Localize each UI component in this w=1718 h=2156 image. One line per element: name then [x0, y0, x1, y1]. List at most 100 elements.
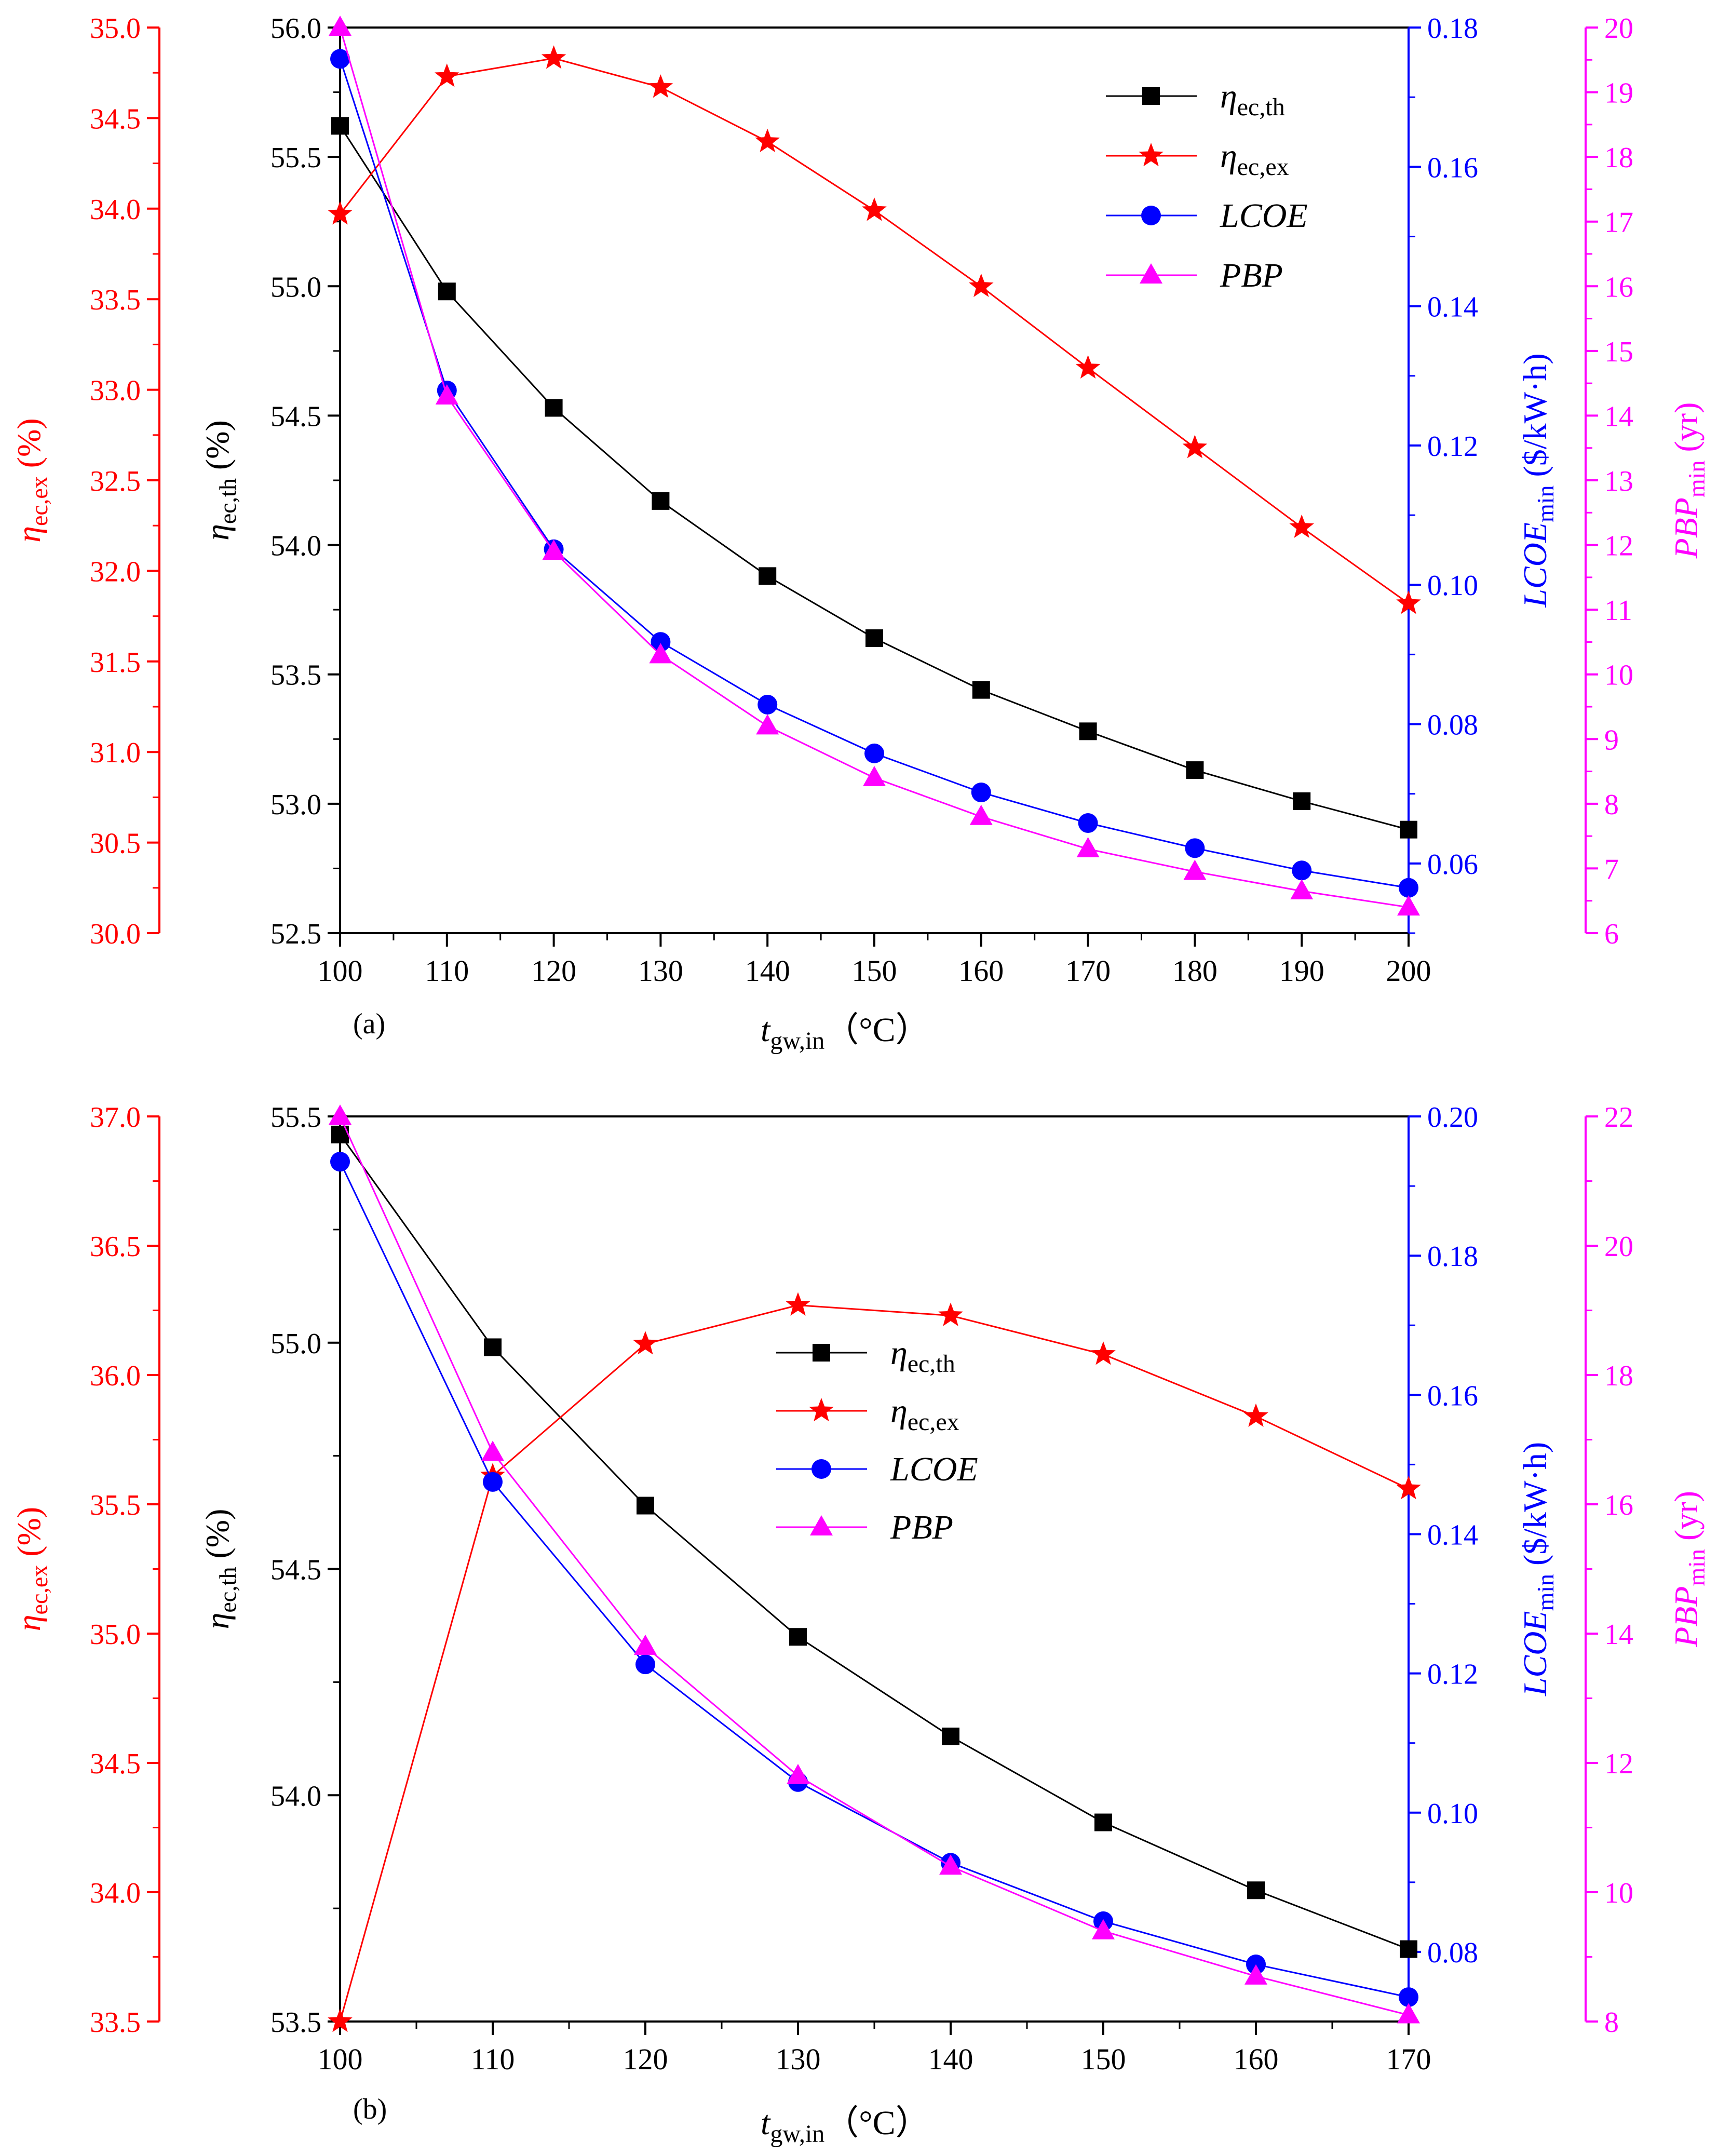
data-point-triangle [1397, 895, 1420, 916]
pbp-tick-label: 11 [1604, 595, 1632, 627]
pbp-tick-label: 16 [1604, 271, 1633, 303]
data-point-circle [330, 1152, 350, 1172]
legend-label: ηec,th [1220, 77, 1285, 121]
x-tick-label: 140 [928, 2042, 973, 2076]
pbp-tick-label: 10 [1604, 659, 1633, 692]
data-point-star [969, 273, 994, 297]
lcoe-axis-label-unit: ($/kW·h) [1517, 353, 1553, 485]
pbp-tick-label: 6 [1604, 918, 1619, 950]
ex-axis-label-main: η [10, 1614, 47, 1631]
pbp-tick-label: 12 [1604, 530, 1633, 562]
data-point-square [865, 629, 883, 647]
lcoe-tick-label: 0.08 [1427, 1937, 1478, 1969]
ex-tick-label: 37.0 [90, 1101, 141, 1134]
x-tick-label: 150 [852, 954, 897, 988]
legend-label-sub: ec,ex [1237, 153, 1289, 181]
legend-label: ηec,ex [890, 1392, 959, 1436]
legend-label-main: LCOE [890, 1450, 978, 1488]
series-star [328, 45, 1421, 614]
x-tick-label: 170 [1065, 954, 1111, 988]
ex-axis-label-sub: ec,ex [26, 476, 52, 526]
legend-marker-circle [811, 1459, 831, 1479]
legend-label: ηec,ex [1220, 137, 1289, 181]
legend-marker-star [809, 1398, 834, 1422]
ex-axis-label: ηec,ex (%) [10, 418, 52, 542]
data-point-star [1289, 514, 1314, 538]
data-point-triangle [787, 1763, 809, 1784]
th-axis-label: ηec,th (%) [199, 1509, 241, 1629]
ex-tick-label: 33.5 [90, 2006, 141, 2039]
data-point-circle [1292, 860, 1312, 881]
data-point-triangle [329, 16, 351, 36]
panel-label: (a) [353, 1008, 385, 1040]
ex-tick-label: 35.0 [90, 1619, 141, 1651]
legend-marker-triangle [1140, 263, 1162, 284]
x-axis-label-main: t [761, 2104, 771, 2142]
series-square [331, 1125, 1417, 1958]
data-point-triangle [1076, 837, 1100, 858]
legend-marker-circle [1141, 206, 1161, 225]
pbp-tick-label: 18 [1604, 142, 1633, 174]
panel-b: 100 110 120 130 140 150 160 170 tgw,in（°C） (b) 53.… [10, 1101, 1710, 2148]
lcoe-axis-label-sub: min [1532, 485, 1559, 522]
data-point-star [541, 45, 566, 69]
legend-marker-square [1142, 87, 1160, 105]
x-axis-label: tgw,in（°C） [761, 2104, 930, 2148]
pbp-tick-label: 16 [1604, 1489, 1633, 1521]
th-tick-label: 53.0 [270, 789, 321, 821]
pbp-axis-label-sub: min [1683, 1549, 1710, 1586]
data-point-circle [971, 783, 991, 803]
data-point-star [328, 2009, 353, 2032]
x-tick-label: 160 [958, 954, 1004, 988]
x-tick-label: 180 [1172, 954, 1218, 988]
data-point-square [438, 282, 456, 301]
x-axis-label-sub: gw,in [770, 2120, 824, 2148]
x-axis-label-unit: （°C） [824, 2104, 929, 2142]
data-point-square [545, 399, 563, 417]
pbp-tick-label: 17 [1604, 207, 1633, 239]
th-axis-label: ηec,th (%) [199, 420, 241, 541]
data-point-square [789, 1628, 807, 1646]
th-tick-label: 56.0 [270, 12, 321, 45]
series-line-star [339, 1304, 1409, 2022]
data-point-circle [1399, 1987, 1418, 2007]
ex-tick-label: 31.5 [90, 646, 141, 679]
x-tick-label: 140 [745, 954, 790, 988]
data-point-triangle [649, 643, 672, 664]
data-point-square [972, 681, 990, 699]
data-point-star [648, 74, 673, 98]
th-tick-label: 54.5 [270, 1554, 321, 1586]
lcoe-tick-label: 0.14 [1427, 291, 1478, 324]
pbp-axis-label: PBPmin (yr) [1668, 402, 1710, 559]
series-triangle [329, 1104, 1420, 2024]
legend-label: LCOE [890, 1450, 978, 1488]
legend-label: LCOE [1220, 197, 1308, 235]
lcoe-tick-label: 0.18 [1427, 1241, 1478, 1273]
pbp-tick-label: 13 [1604, 465, 1633, 497]
legend-marker-square [813, 1344, 830, 1362]
data-point-star [435, 63, 459, 87]
pbp-axis-label-main: PBP [1668, 497, 1705, 559]
data-point-triangle [1244, 1964, 1267, 1985]
lcoe-axis-label-main: LCOE [1517, 522, 1553, 608]
th-axis-label-sub: ec,th [214, 478, 241, 524]
data-point-star [786, 1292, 810, 1316]
legend-label-main: LCOE [1220, 197, 1308, 235]
lcoe-tick-label: 0.08 [1427, 709, 1478, 742]
x-tick-label: 190 [1279, 954, 1324, 988]
pbp-tick-label: 12 [1604, 1748, 1633, 1780]
data-point-triangle [1290, 879, 1314, 900]
ex-tick-label: 34.0 [90, 194, 141, 226]
data-point-triangle [435, 384, 458, 405]
legend-label-main: PBP [890, 1508, 953, 1546]
pbp-tick-label: 15 [1604, 336, 1633, 368]
x-tick-label: 110 [425, 954, 469, 988]
th-tick-label: 54.5 [270, 400, 321, 433]
th-axis-label-unit: (%) [199, 1509, 236, 1567]
pbp-tick-label: 7 [1604, 853, 1619, 885]
th-tick-label: 55.0 [270, 1328, 321, 1360]
data-point-triangle [939, 1854, 962, 1875]
data-point-circle [651, 632, 671, 652]
